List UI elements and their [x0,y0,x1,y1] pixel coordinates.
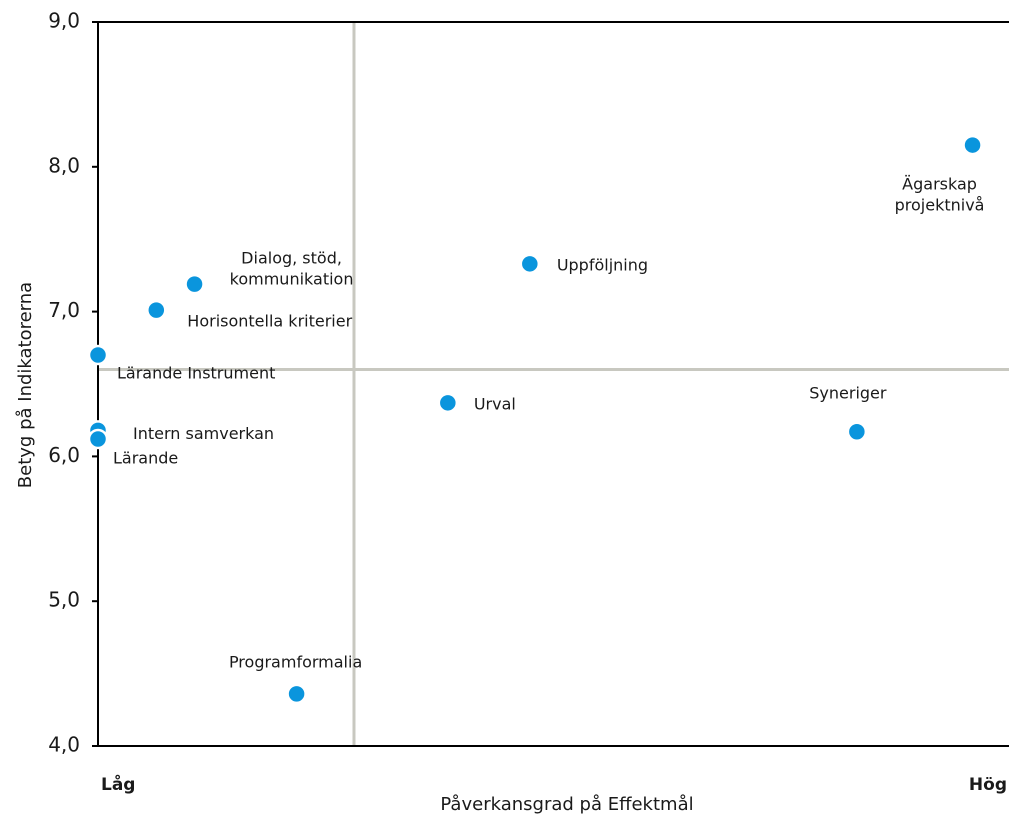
point-label: Ägarskap [902,175,977,194]
y-tick-label: 6,0 [48,443,80,467]
point-label: Intern samverkan [133,424,274,443]
y-tick-label: 4,0 [48,733,80,757]
x-tick-label: Hög [969,775,1007,795]
y-axis-title: Betyg på Indikatorerna [15,282,36,488]
plot-frame [97,21,1009,747]
point [146,299,167,321]
point [519,253,541,275]
y-tick-label: 5,0 [48,588,80,612]
point [184,273,205,295]
point-label: Uppföljning [557,255,648,274]
y-tick-label: 9,0 [48,9,80,33]
point [286,683,307,705]
point [846,421,868,443]
point-label: Lärande Instrument [117,364,275,383]
point [437,392,459,414]
point [87,344,109,366]
point-label: Lärande [113,449,178,468]
x-tick-label: Låg [101,773,135,795]
point-label: Horisontella kriterier [187,312,352,331]
point-label: projektnivå [895,196,985,215]
point-label: Programformalia [229,652,362,671]
y-tick-label: 7,0 [48,298,80,322]
point-label: kommunikation [230,270,354,289]
y-tick-label: 8,0 [48,153,80,177]
point [87,428,109,450]
point-label: Syneriger [809,383,887,402]
x-axis-title: Påverkansgrad på Effektmål [440,794,693,815]
point-label: Dialog, stöd, [241,249,342,268]
point-label: Urval [474,394,516,413]
point [962,134,983,156]
